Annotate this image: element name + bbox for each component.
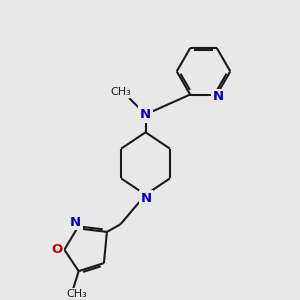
Text: O: O [51,243,63,256]
Text: N: N [140,108,151,121]
Text: CH₃: CH₃ [67,289,87,299]
Text: N: N [70,216,81,229]
Text: CH₃: CH₃ [110,87,131,97]
Text: N: N [141,192,152,205]
Text: N: N [213,90,224,103]
